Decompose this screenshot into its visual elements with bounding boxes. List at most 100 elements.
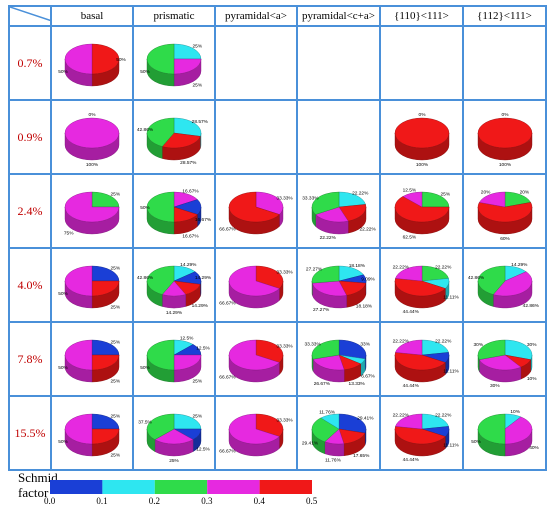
pie-slice-3-3-3 (311, 280, 347, 297)
pie-label-5-0-0: 25% (111, 414, 121, 420)
pie-cell: 100% 0% (50, 99, 134, 175)
pie-slice-4-4-3 (394, 339, 422, 356)
pie-label-2-0-1: 75% (64, 230, 74, 236)
colorbar-title-line2: factor (18, 485, 49, 500)
pie-label-5-5-0: 10% (510, 409, 520, 415)
pie-chart: 25% 75% (64, 191, 121, 237)
pie-slice-0-0-0 (91, 43, 120, 75)
pie-label-5-3-2: 11.76% (324, 458, 341, 464)
pie-chart: 22.22% 22.22% 22.22% 33.33% (302, 190, 376, 241)
pie-label-3-5-2: 42.86% (467, 275, 484, 281)
pie-label-5-1-1: 12.5% (196, 446, 210, 452)
pie-label-4-5-3: 30% (473, 342, 483, 348)
pie-label-0-0-1: 50% (58, 69, 68, 75)
colorbar-bin-2 (154, 480, 208, 494)
pie-slice-1-4-0 (394, 117, 449, 149)
pie-chart: 12.5%12.5% 25% 50% (140, 335, 210, 384)
pie-label-1-5-0: 100% (498, 162, 511, 168)
pie-slice-2-3-2 (314, 206, 349, 223)
pie-label-4-0-0: 25% (111, 340, 121, 346)
pie-label-4-5-2: 30% (489, 383, 499, 389)
pie-slice-0-1-1 (173, 58, 202, 75)
strain-row: 7.8% 25% 25% 50% 12.5% 12.5% 25% 50% 33.33% 66.67… (8, 321, 547, 397)
colorbar-title: Schmid factor (18, 470, 58, 500)
pie-slice-3-2-1 (228, 265, 280, 297)
pie-chart: 33.33% 66.67% (219, 191, 293, 235)
pie-label-1-1-2: 42.86% (137, 127, 154, 133)
column-header: pyramidal<a> (214, 5, 298, 27)
pie-label-2-1-3: 50% (140, 205, 150, 211)
pie-slice-5-2-1 (228, 413, 280, 445)
pie-label-4-2-1: 66.67% (219, 375, 236, 381)
pie-label-5-3-1: 17.65% (353, 453, 370, 459)
pie-slice-2-2-0 (255, 191, 284, 215)
pie-cell: 18.18% 9.09% 18.18% 27.27% 27.27% (296, 247, 381, 323)
pie-slice-1-1-2 (146, 117, 175, 147)
colorbar-bin-4 (259, 480, 312, 494)
pie-cell: 33.33% 66.67% (214, 395, 298, 471)
pie-cell: 33.33% 66.67% (214, 321, 298, 397)
pie-chart: 28.57% 28.57% 42.86% (137, 117, 209, 166)
pie-label-4-4-1: 11.11% (443, 368, 459, 374)
pie-slice-2-1-3 (146, 191, 175, 223)
pie-label-4-5-0: 30% (526, 342, 536, 348)
pie-slice-5-3-0 (338, 413, 366, 434)
pie-slice-5-0-0 (91, 413, 120, 430)
pie-label-4-3-3: 26.67% (313, 381, 330, 387)
strain-row: 0.9% 100% 0% 28.57% 28.57% 42.86% 100% 0% 100% 0% (8, 99, 547, 175)
pie-cell: 20% 60% 20% (462, 173, 547, 249)
column-header: basal (50, 5, 134, 27)
pie-cell: 22.22% 11.11% 44.44% 22.22% (379, 247, 464, 323)
pie-slice-4-5-3 (477, 339, 505, 360)
pie-label-5-5-1: 40% (529, 445, 539, 451)
pie-slice-2-0-0 (91, 191, 120, 208)
pie-slice-0-1-2 (146, 43, 175, 75)
pie-cell: 14.29% 42.86% 42.86% (462, 247, 547, 323)
pie-chart: 25% 62.5% 12.5% (394, 187, 450, 241)
pie-chart: 100% 0% (394, 112, 449, 168)
pie-cell: 25% 75% (50, 173, 134, 249)
row-header: 2.4% (8, 173, 52, 249)
row-header: 7.8% (8, 321, 52, 397)
pie-label-2-5-2: 20% (480, 190, 490, 196)
schmid-factor-table: basal prismatic pyramidal<a> pyramidal<c+a>… (8, 5, 547, 471)
pie-slice-3-5-2 (477, 265, 505, 295)
corner-diagonal (11, 8, 49, 21)
pie-slice-4-5-0 (504, 339, 532, 360)
pie-label-2-1-0: 16.67% (182, 189, 199, 195)
pie-label-1-4-1: 0% (418, 112, 426, 118)
pie-label-0-1-2: 50% (140, 69, 150, 75)
pie-label-2-3-0: 22.22% (352, 190, 369, 196)
pie-cell: 25% 12.5% 25% 37.5% (132, 395, 216, 471)
pie-cell: 33.33% 66.67% (214, 247, 298, 323)
pie-label-2-4-1: 62.5% (402, 235, 416, 241)
pie-chart: 25% 25% 50% (58, 413, 121, 459)
pie-slice-2-4-1 (394, 196, 449, 223)
pie-label-3-5-0: 14.29% (511, 262, 528, 268)
empty-cell (296, 99, 381, 175)
pie-label-5-1-3: 37.5% (138, 420, 152, 426)
pie-cell: 33.33% 66.67% (214, 173, 298, 249)
pie-chart: 22.22% 11.11% 44.44% 22.22% (392, 338, 459, 388)
colorbar-tick: 0.5 (306, 496, 318, 506)
pie-label-4-1-1: 12.5% (196, 346, 210, 352)
pie-cell: 22.22% 22.22% 22.22% 33.33% (296, 173, 381, 249)
pie-label-2-5-0: 20% (519, 190, 529, 196)
pie-cell: 22.22% 11.11% 44.44% 22.22% (379, 321, 464, 397)
pie-label-5-4-3: 22.22% (392, 412, 409, 418)
pie-slice-4-1-3 (146, 339, 175, 371)
pie-label-2-3-2: 22.22% (319, 235, 336, 241)
pie-label-1-1-0: 28.57% (192, 119, 209, 125)
pie-slice-3-5-1 (492, 271, 532, 297)
pie-label-5-3-4: 11.76% (319, 409, 336, 415)
pie-slice-4-3-0 (338, 339, 366, 360)
pie-cell: 29.41% 17.65% 11.76% 29.41% 11.76% (296, 395, 381, 471)
pie-chart: 10% 40% 50% (471, 409, 539, 457)
pie-label-0-1-1: 25% (193, 82, 203, 88)
pie-label-1-0-0: 100% (86, 162, 99, 168)
pie-chart: 33.33% 66.67% (219, 413, 293, 457)
pie-label-5-0-1: 25% (111, 452, 121, 458)
pie-slice-3-1-4 (146, 265, 175, 295)
pie-label-5-4-2: 44.44% (402, 457, 419, 463)
pie-cell: 14.29% 14.29% 14.29% 14.29% 42.86% (132, 247, 216, 323)
